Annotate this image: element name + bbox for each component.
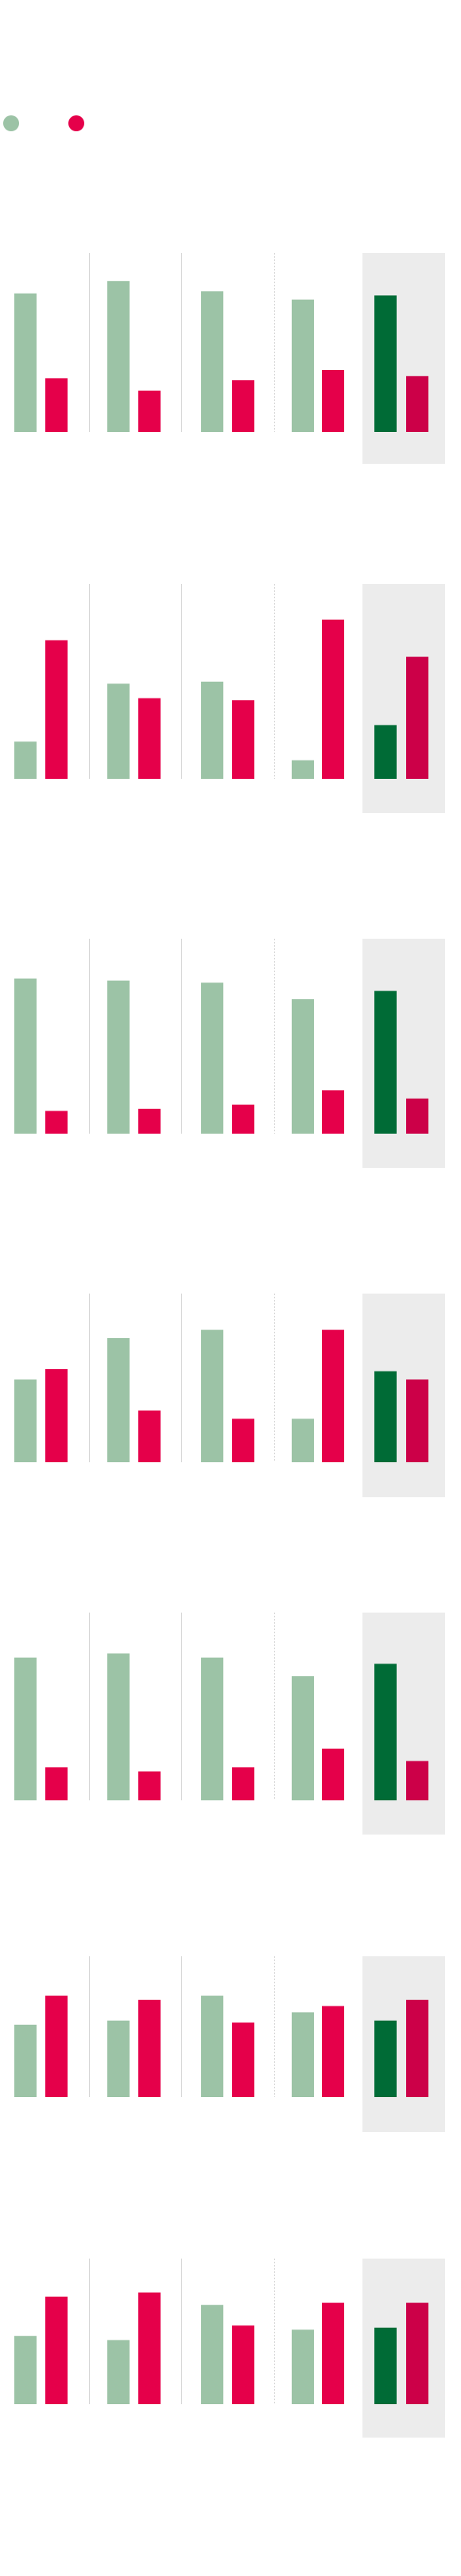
bar-panel-2-group-2-series-b xyxy=(138,698,161,779)
bar-panel-2-group-3-series-a xyxy=(201,681,223,779)
bar-panel-7-group-5-series-b xyxy=(406,2302,428,2404)
bar-panel-4-group-3-series-b xyxy=(232,1418,254,1462)
bar-panel-5-group-5-series-b xyxy=(406,1761,428,1800)
bar-panel-3-group-5-series-b xyxy=(406,1098,428,1134)
bar-panel-2-group-4-series-b xyxy=(322,619,344,779)
bar-panel-6-group-4-series-b xyxy=(322,2006,344,2097)
bar-panel-1-group-4-series-b xyxy=(322,370,344,432)
bar-panel-6-group-5-series-b xyxy=(406,1999,428,2097)
bar-panel-1-group-5-series-a xyxy=(374,295,397,432)
bar-panel-5-group-3-series-a xyxy=(201,1657,223,1800)
bar-panel-1-group-5-series-b xyxy=(406,376,428,432)
bar-panel-7-group-2-series-a xyxy=(107,2340,130,2404)
bar-panel-6-group-3-series-b xyxy=(232,2022,254,2097)
bar-panel-2-group-2-series-a xyxy=(107,683,130,779)
bar-panel-4-group-2-series-a xyxy=(107,1338,130,1462)
legend xyxy=(0,111,159,135)
bar-panel-7-group-5-series-a xyxy=(374,2327,397,2404)
bar-panel-5-group-1-series-b xyxy=(45,1767,68,1800)
bar-panel-6-group-1-series-b xyxy=(45,1995,68,2097)
bar-panel-1-group-1-series-a xyxy=(14,293,37,432)
bar-panel-5-group-3-series-b xyxy=(232,1767,254,1800)
bar-panel-4-group-4-series-a xyxy=(292,1418,314,1462)
legend-marker-series-b xyxy=(68,115,84,131)
bar-panel-2-group-4-series-a xyxy=(292,760,314,779)
bar-panel-6-group-2-series-a xyxy=(107,2020,130,2097)
bar-panel-7-group-1-series-b xyxy=(45,2296,68,2404)
bar-panel-5-group-4-series-b xyxy=(322,1749,344,1800)
bar-panel-3-group-5-series-a xyxy=(374,990,397,1134)
bar-panel-2-group-5-series-a xyxy=(374,725,397,779)
bar-panel-3-group-1-series-b xyxy=(45,1111,68,1134)
bar-panel-6-group-2-series-b xyxy=(138,1999,161,2097)
bar-panel-4-group-5-series-a xyxy=(374,1371,397,1462)
bar-panel-6-group-1-series-a xyxy=(14,2025,37,2097)
bar-panel-1-group-4-series-a xyxy=(292,299,314,432)
bar-panel-4-group-5-series-b xyxy=(406,1379,428,1462)
bar-panel-5-group-2-series-b xyxy=(138,1771,161,1800)
bar-panel-3-group-3-series-b xyxy=(232,1104,254,1134)
bar-panel-4-group-1-series-b xyxy=(45,1369,68,1462)
bar-panel-7-group-4-series-b xyxy=(322,2302,344,2404)
bar-panel-5-group-5-series-a xyxy=(374,1664,397,1800)
bar-panel-1-group-3-series-a xyxy=(201,291,223,432)
bar-panel-1-group-2-series-b xyxy=(138,391,161,432)
bar-panel-3-group-1-series-a xyxy=(14,979,37,1134)
bar-panel-5-group-4-series-a xyxy=(292,1676,314,1800)
bar-panel-4-group-1-series-a xyxy=(14,1379,37,1462)
bar-panel-6-group-5-series-a xyxy=(374,2020,397,2097)
bar-panel-5-group-1-series-a xyxy=(14,1657,37,1800)
bar-panel-1-group-3-series-b xyxy=(232,380,254,432)
bar-panel-6-group-4-series-a xyxy=(292,2012,314,2097)
bar-panel-4-group-2-series-b xyxy=(138,1411,161,1462)
bar-panel-2-group-1-series-a xyxy=(14,741,37,779)
bar-panel-5-group-2-series-a xyxy=(107,1653,130,1800)
bar-panel-3-group-3-series-a xyxy=(201,983,223,1134)
bar-panel-7-group-3-series-b xyxy=(232,2325,254,2404)
bar-panel-7-group-2-series-b xyxy=(138,2292,161,2404)
bar-panel-1-group-2-series-a xyxy=(107,281,130,432)
bar-panel-3-group-2-series-a xyxy=(107,980,130,1134)
legend-svg xyxy=(3,115,84,131)
bar-panel-6-group-3-series-a xyxy=(201,1995,223,2097)
bar-panel-2-group-1-series-b xyxy=(45,640,68,779)
bar-panel-3-group-4-series-a xyxy=(292,999,314,1134)
bar-panel-2-group-5-series-b xyxy=(406,656,428,779)
bar-panel-4-group-3-series-a xyxy=(201,1329,223,1462)
bar-panel-1-group-1-series-b xyxy=(45,378,68,432)
bar-panel-7-group-1-series-a xyxy=(14,2336,37,2404)
bar-panel-4-group-4-series-b xyxy=(322,1329,344,1462)
bar-panel-3-group-4-series-b xyxy=(322,1090,344,1134)
bar-panel-7-group-4-series-a xyxy=(292,2329,314,2404)
legend-marker-series-a xyxy=(3,115,19,131)
bar-panel-3-group-2-series-b xyxy=(138,1108,161,1134)
bar-panel-7-group-3-series-a xyxy=(201,2305,223,2404)
bar-panel-2-group-3-series-b xyxy=(232,700,254,779)
